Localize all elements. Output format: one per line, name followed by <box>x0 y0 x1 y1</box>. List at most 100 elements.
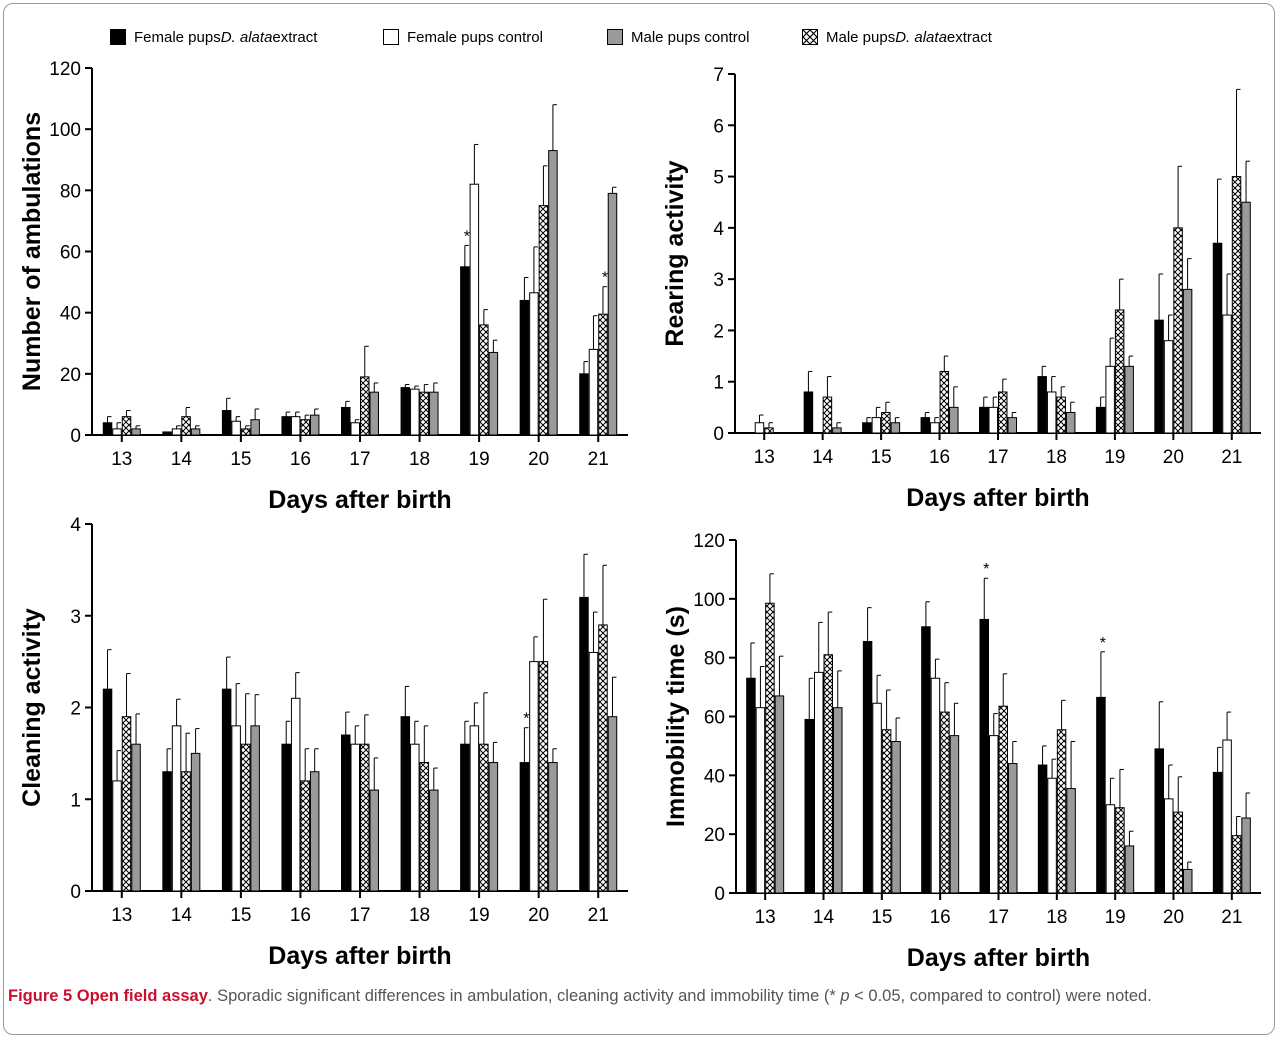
legend: Female pups D. alata extract Female pups… <box>110 26 1110 48</box>
bar-white <box>1105 365 1115 434</box>
bar-crosshatch <box>598 624 608 892</box>
y-tick-label: 0 <box>713 424 724 445</box>
x-axis-title: Days after birth <box>268 942 451 970</box>
bar-crosshatch <box>1173 227 1183 434</box>
bar-white <box>231 420 241 436</box>
bar-white <box>930 422 940 434</box>
bar-black <box>1037 764 1048 894</box>
x-tick-label: 14 <box>812 447 834 468</box>
x-axis-title: Days after birth <box>906 484 1089 512</box>
bar-gray <box>131 743 141 892</box>
significance-marker: * <box>523 711 529 728</box>
bar-crosshatch <box>121 716 132 892</box>
chart-immobility: 0 20 40 60 80 100 120 Immobility time (s) Days a… <box>662 531 1261 972</box>
bar-white <box>529 292 539 436</box>
bar-gray <box>488 351 499 436</box>
bar-white <box>171 725 182 892</box>
y-tick-label: 100 <box>693 590 725 611</box>
bar-black <box>460 266 470 436</box>
y-tick-label: 100 <box>49 120 81 141</box>
bar-black <box>979 618 989 894</box>
y-tick-label: 1 <box>713 373 724 394</box>
bar-gray <box>833 707 843 894</box>
bar-crosshatch <box>300 780 310 892</box>
x-tick-label: 20 <box>528 449 549 470</box>
bar-black <box>281 743 291 892</box>
y-tick-label: 4 <box>713 219 724 240</box>
significance-marker: * <box>1100 635 1106 652</box>
x-tick-label: 21 <box>588 449 609 470</box>
bar-black <box>921 626 931 894</box>
legend-label-italic: D. alata <box>895 28 947 46</box>
bar-gray <box>1066 788 1076 894</box>
y-axis-title: Cleaning activity <box>18 608 46 807</box>
bar-gray <box>1065 411 1076 434</box>
bar-crosshatch <box>121 416 132 436</box>
x-tick-label: 19 <box>469 449 490 470</box>
figure-frame <box>3 3 1275 1035</box>
x-tick-label: 16 <box>929 447 950 468</box>
bar-gray <box>832 427 842 434</box>
bar-gray <box>774 695 785 894</box>
x-tick-label: 17 <box>349 905 370 926</box>
y-tick-label: 3 <box>713 270 724 291</box>
bar-black <box>341 406 351 436</box>
bar-black <box>579 596 589 892</box>
x-tick-label: 15 <box>871 447 892 468</box>
x-tick-label: 20 <box>528 905 549 926</box>
figure-caption: Figure 5 Open field assay. Sporadic sign… <box>8 985 1273 1008</box>
bar-white <box>988 406 998 434</box>
bar-black <box>862 422 872 434</box>
legend-item-male-extract: Male pups D. alata extract <box>802 26 992 48</box>
y-tick-label: 2 <box>713 321 724 342</box>
bar-white <box>350 422 360 436</box>
legend-label-prefix: Male pups <box>826 28 896 46</box>
x-tick-label: 16 <box>290 905 311 926</box>
bar-crosshatch <box>360 376 370 436</box>
bar-crosshatch <box>240 743 251 892</box>
y-tick-label: 0 <box>714 884 725 905</box>
bar-white <box>469 725 480 892</box>
y-axis-title: Number of ambulations <box>18 112 46 391</box>
bar-white <box>112 780 122 892</box>
x-tick-label: 21 <box>1221 447 1242 468</box>
legend-swatch-white <box>383 29 399 45</box>
bar-black <box>281 416 291 436</box>
bar-black <box>1154 319 1164 434</box>
bar-black <box>162 771 172 892</box>
figure-label: Figure 5 Open field assay <box>8 987 208 1005</box>
y-tick-label: 20 <box>60 365 81 386</box>
bar-gray <box>1241 817 1251 894</box>
bar-white <box>231 725 241 892</box>
bar-crosshatch <box>181 771 191 892</box>
chart-cleaning: 0 1 2 3 4 Cleaning activity Days after birth 13… <box>18 515 628 970</box>
bar-gray <box>250 419 260 436</box>
x-tick-label: 13 <box>755 907 776 928</box>
bar-crosshatch <box>881 411 891 434</box>
bar-white <box>1222 739 1232 894</box>
bar-gray <box>250 725 260 892</box>
legend-label-suffix: extract <box>946 28 992 46</box>
bar-black <box>102 688 113 892</box>
bar-black <box>341 734 351 892</box>
bar-gray <box>309 414 320 436</box>
x-tick-label: 19 <box>1104 447 1125 468</box>
bar-gray <box>488 762 499 892</box>
bar-gray <box>131 428 141 436</box>
bar-gray <box>1007 417 1017 434</box>
bar-white <box>171 428 182 436</box>
significance-marker: * <box>464 228 470 245</box>
bar-gray <box>1124 365 1134 434</box>
x-tick-label: 19 <box>1105 907 1126 928</box>
x-tick-label: 15 <box>871 907 892 928</box>
bar-white <box>989 735 999 894</box>
bar-crosshatch <box>598 313 608 436</box>
bar-white <box>410 743 420 892</box>
bar-black <box>1212 242 1223 434</box>
bar-crosshatch <box>538 205 549 436</box>
bar-crosshatch <box>823 654 833 894</box>
bar-black <box>746 677 756 894</box>
bar-crosshatch <box>881 729 892 894</box>
y-tick-label: 40 <box>704 766 725 787</box>
bar-crosshatch <box>360 743 370 892</box>
